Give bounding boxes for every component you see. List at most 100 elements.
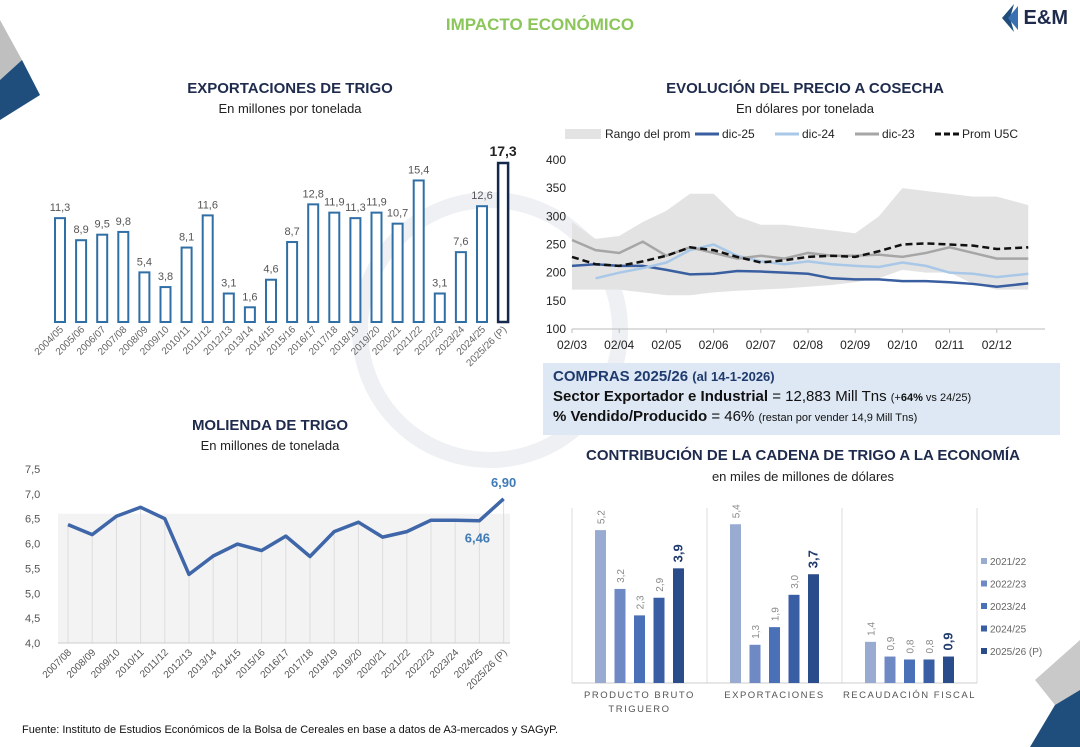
export-bar	[454, 251, 467, 323]
sector-value: = 12,883 Mill Tns	[768, 388, 891, 405]
legend-swatch	[981, 558, 987, 564]
export-bar	[243, 306, 256, 324]
molienda-data-label: 6,46	[465, 531, 490, 546]
logo-text: E&M	[1023, 6, 1068, 29]
export-bar	[412, 179, 425, 323]
source-footnote: Fuente: Instituto de Estudios Económicos…	[22, 724, 559, 736]
price-series-line	[571, 238, 1029, 260]
legend-label: Rango del prom	[605, 127, 690, 141]
contribution-bar-label: 0,8	[906, 639, 917, 653]
molienda-y-tick: 5,0	[25, 588, 40, 600]
contribution-bar-label: 2,3	[636, 595, 647, 609]
legend-swatch	[981, 580, 987, 587]
contribution-bar-label: 5,4	[732, 504, 743, 518]
export-bar-label: 8,9	[73, 224, 88, 236]
molienda-y-tick: 7,0	[25, 489, 40, 501]
legend-swatch-range	[565, 129, 601, 139]
legend-swatch	[981, 625, 987, 632]
contribution-bar	[614, 588, 626, 683]
export-bar	[96, 233, 109, 324]
export-bar	[222, 292, 235, 323]
contribution-bar-label: 1,9	[771, 607, 782, 621]
legend-label: 2023/24	[990, 602, 1027, 613]
logo: E&M	[1000, 4, 1068, 32]
export-bar-label: 8,7	[284, 226, 299, 238]
export-bar-label: 7,6	[453, 236, 468, 248]
contribution-bar	[730, 524, 741, 683]
molienda-line	[67, 497, 505, 577]
export-bar	[433, 292, 446, 323]
contribution-bar	[634, 615, 645, 683]
export-bar	[496, 161, 510, 324]
contribution-bar-label: 2,9	[655, 577, 666, 591]
molienda-y-tick: 4,0	[25, 638, 40, 650]
legend-label: 2025/26 (P)	[990, 647, 1042, 658]
legend-label: 2024/25	[990, 625, 1027, 636]
export-bar-label: 17,3	[489, 143, 516, 159]
export-bar	[370, 211, 383, 323]
export-bar-label: 12,8	[302, 188, 323, 200]
compras-title: COMPRAS 2025/26	[553, 368, 689, 385]
export-bar	[349, 217, 362, 324]
price-y-tick: 150	[546, 294, 566, 308]
export-bar	[265, 278, 277, 323]
price-title: EVOLUCIÓN DEL PRECIO A COSECHA	[666, 80, 944, 97]
export-bar-label: 1,6	[242, 291, 257, 303]
contribution-bar	[943, 656, 954, 683]
molienda-y-tick: 6,5	[25, 514, 40, 526]
price-y-tick: 400	[546, 153, 566, 167]
contribution-category-label: TRIGUERO	[608, 704, 670, 715]
logo-mark-icon	[1001, 4, 1018, 32]
contribution-bar-label: 0,9	[886, 636, 897, 650]
vendido-note: (restan por vender 14,9 Mill Tns)	[758, 412, 918, 424]
molienda-area-bg	[58, 513, 510, 643]
price-subtitle: En dólares por tonelada	[735, 101, 875, 116]
molienda-title: MOLIENDA DE TRIGO	[191, 417, 349, 434]
export-bar	[476, 205, 488, 323]
legend-label: 2022/23	[990, 580, 1027, 591]
export-bar-label: 11,3	[345, 202, 366, 214]
price-y-tick: 250	[546, 238, 566, 252]
export-bar-label: 3,1	[221, 278, 236, 290]
price-y-tick: 350	[546, 181, 566, 195]
contribution-bar-label: 3,2	[616, 569, 627, 583]
legend-swatch	[981, 648, 987, 654]
export-bar-label: 5,4	[137, 256, 152, 268]
export-bar	[75, 239, 88, 324]
contribution-bar-label: 3,0	[790, 574, 801, 588]
corner-shape-gray-br	[1035, 640, 1080, 705]
price-x-tick: 02/04	[604, 338, 634, 352]
compras-box: COMPRAS 2025/26 (al 14-1-2026) Sector Ex…	[543, 363, 1060, 435]
export-bar-label: 8,1	[179, 232, 194, 244]
molienda-y-tick: 5,5	[25, 563, 40, 575]
price-x-tick: 02/11	[935, 338, 964, 352]
legend-swatch	[981, 603, 987, 609]
price-range-area	[572, 188, 1029, 296]
molienda-y-tick: 6,0	[25, 539, 40, 551]
vendido-label: % Vendido/Producido	[553, 408, 708, 425]
contribution-bar-label: 3,9	[671, 544, 686, 562]
contribution-category-label: EXPORTACIONES	[724, 690, 824, 701]
contribution-bar	[904, 659, 915, 683]
contribution-bar-label: 1,3	[751, 624, 762, 638]
export-bar-label: 12,6	[471, 190, 492, 202]
export-bar-label: 11,9	[366, 197, 387, 209]
price-x-tick: 02/10	[887, 338, 917, 352]
export-bar-label: 11,3	[50, 202, 71, 214]
export-bar-label: 3,8	[158, 271, 173, 283]
export-bar-label: 3,1	[432, 278, 447, 290]
export-bar	[391, 222, 404, 324]
export-bar-label: 9,8	[116, 216, 131, 228]
contribution-bar-label: 0,9	[941, 632, 956, 650]
watermark-seal	[352, 192, 628, 468]
contribution-bar	[769, 627, 780, 683]
price-x-tick: 02/08	[793, 338, 823, 352]
export-bar-label: 11,6	[197, 199, 218, 211]
price-x-tick: 02/05	[651, 338, 681, 352]
contribution-bar-label: 3,7	[806, 550, 821, 568]
contribution-bar	[653, 597, 665, 683]
export-bar	[54, 217, 66, 324]
contribution-bar	[749, 644, 761, 683]
